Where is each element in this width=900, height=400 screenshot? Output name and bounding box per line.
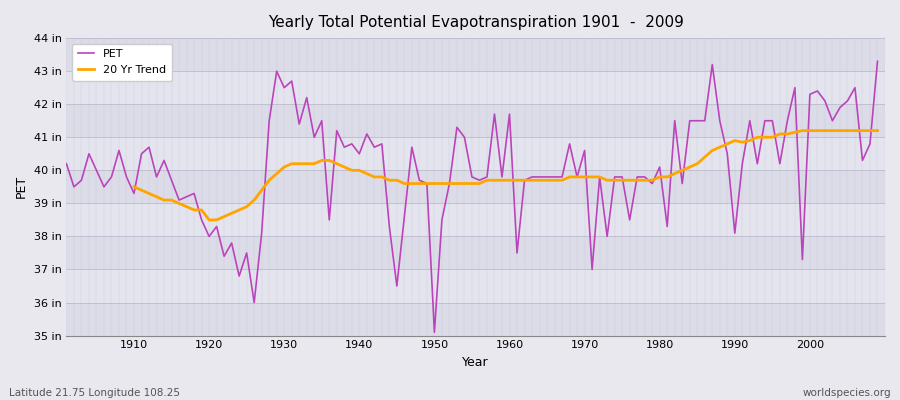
Y-axis label: PET: PET — [15, 175, 28, 198]
PET — [504, 112, 515, 116]
20 Yr Trend — [203, 218, 214, 222]
20 Yr Trend — [309, 161, 320, 166]
20 Yr Trend — [850, 128, 860, 133]
20 Yr Trend — [279, 165, 290, 170]
20 Yr Trend — [519, 178, 530, 183]
Bar — [67, 203, 885, 236]
PET — [872, 59, 883, 64]
Legend: PET, 20 Yr Trend: PET, 20 Yr Trend — [72, 44, 172, 80]
Title: Yearly Total Potential Evapotranspiration 1901  -  2009: Yearly Total Potential Evapotranspiratio… — [268, 15, 684, 30]
PET — [331, 128, 342, 133]
Text: worldspecies.org: worldspecies.org — [803, 388, 891, 398]
Bar — [67, 71, 885, 104]
Bar — [67, 170, 885, 203]
Bar — [67, 104, 885, 137]
PET — [511, 250, 522, 255]
PET — [602, 234, 613, 239]
Bar — [67, 137, 885, 170]
20 Yr Trend — [797, 128, 808, 133]
PET — [61, 161, 72, 166]
Bar — [67, 38, 885, 71]
Bar — [67, 236, 885, 270]
Line: 20 Yr Trend: 20 Yr Trend — [134, 131, 878, 220]
20 Yr Trend — [827, 128, 838, 133]
Bar — [67, 302, 885, 336]
20 Yr Trend — [129, 184, 140, 189]
PET — [122, 174, 132, 179]
PET — [429, 330, 440, 335]
20 Yr Trend — [580, 174, 590, 179]
Text: Latitude 21.75 Longitude 108.25: Latitude 21.75 Longitude 108.25 — [9, 388, 180, 398]
PET — [286, 79, 297, 84]
Line: PET: PET — [67, 61, 878, 332]
X-axis label: Year: Year — [463, 356, 489, 369]
20 Yr Trend — [872, 128, 883, 133]
Bar — [67, 270, 885, 302]
